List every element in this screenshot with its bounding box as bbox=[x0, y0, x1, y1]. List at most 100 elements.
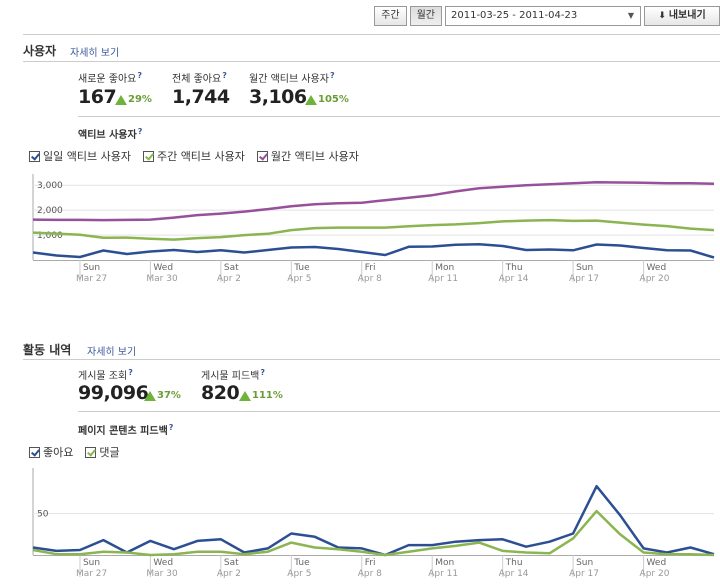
x-tick-date: Apr 14 bbox=[499, 274, 529, 284]
x-tick-day: Tue bbox=[293, 263, 310, 273]
chevron-down-icon: ▼ bbox=[627, 11, 635, 20]
export-label: 내보내기 bbox=[668, 10, 706, 21]
kpi-label-new-likes: 새로운 좋아요? bbox=[78, 70, 143, 85]
x-tick-day: Wed bbox=[153, 263, 173, 273]
kpi-label-post-views: 게시물 조회? bbox=[78, 367, 133, 382]
y-tick-label: 3,000 bbox=[37, 181, 63, 191]
series-line bbox=[32, 509, 715, 557]
x-tick-date: Apr 2 bbox=[217, 274, 241, 284]
x-tick-date: Apr 8 bbox=[358, 569, 382, 579]
x-tick-date: Mar 30 bbox=[146, 569, 178, 579]
up-arrow-icon bbox=[305, 94, 317, 105]
activity-detail-link[interactable]: 자세히 보기 bbox=[87, 347, 137, 358]
series-line bbox=[32, 243, 715, 259]
users-detail-link[interactable]: 자세히 보기 bbox=[70, 48, 120, 59]
x-tick-date: Apr 17 bbox=[569, 274, 599, 284]
divider bbox=[23, 359, 720, 360]
help-icon[interactable]: ? bbox=[329, 70, 335, 80]
x-tick-day: Wed bbox=[647, 263, 667, 273]
toolbar: 주간 월간 2011-03-25 - 2011-04-23 ▼ ⬇ 내보내기 bbox=[371, 5, 720, 27]
divider bbox=[78, 116, 720, 117]
legend-content-feedback: 좋아요 댓글 bbox=[29, 444, 132, 460]
series-line bbox=[32, 218, 715, 241]
x-tick-date: Mar 27 bbox=[76, 274, 107, 284]
help-icon[interactable]: ? bbox=[168, 422, 174, 432]
divider bbox=[23, 61, 720, 62]
download-arrow-icon: ⬇ bbox=[658, 11, 666, 21]
divider bbox=[23, 34, 720, 35]
series-line bbox=[32, 180, 715, 222]
help-icon[interactable]: ? bbox=[137, 126, 143, 136]
kpi-label-monthly-active: 월간 액티브 사용자? bbox=[249, 70, 335, 85]
chart-title-content-feedback: 페이지 콘텐츠 피드백? bbox=[78, 422, 174, 437]
up-arrow-icon bbox=[115, 94, 127, 105]
x-tick-day: Fri bbox=[365, 558, 376, 568]
legend-item-comments[interactable]: 댓글 bbox=[85, 444, 120, 460]
series-line bbox=[32, 484, 715, 557]
kpi-label-post-feedback: 게시물 피드백? bbox=[201, 367, 266, 382]
divider bbox=[78, 411, 720, 412]
legend-item-monthly[interactable]: 월간 액티브 사용자 bbox=[256, 148, 359, 164]
legend-item-daily[interactable]: 일일 액티브 사용자 bbox=[29, 148, 131, 164]
x-tick-day: Fri bbox=[365, 263, 376, 273]
x-tick-day: Thu bbox=[505, 558, 523, 568]
checkbox-icon[interactable] bbox=[29, 150, 40, 162]
kpi-value-total-likes: 1,744 bbox=[172, 86, 230, 108]
kpi-value-monthly-active: 3,106 bbox=[249, 86, 307, 108]
kpi-label-total-likes: 전체 좋아요? bbox=[172, 70, 227, 85]
x-tick-day: Sun bbox=[576, 263, 593, 273]
x-tick-day: Sat bbox=[224, 263, 239, 273]
x-tick-day: Tue bbox=[293, 558, 310, 568]
date-range-value: 2011-03-25 - 2011-04-23 bbox=[451, 10, 578, 21]
help-icon[interactable]: ? bbox=[222, 70, 227, 80]
checkbox-icon[interactable] bbox=[256, 150, 268, 162]
x-tick-day: Sun bbox=[576, 558, 593, 568]
chart-title-active-users: 액티브 사용자? bbox=[78, 126, 143, 141]
x-tick-date: Mar 30 bbox=[146, 274, 178, 284]
kpi-change-post-feedback: 111% bbox=[239, 390, 283, 401]
x-tick-date: Apr 8 bbox=[358, 274, 382, 284]
kpi-value-post-feedback: 820 bbox=[201, 382, 240, 404]
date-range-select[interactable]: 2011-03-25 - 2011-04-23 ▼ bbox=[445, 6, 641, 26]
kpi-value-new-likes: 167 bbox=[78, 86, 117, 108]
checkbox-icon[interactable] bbox=[142, 150, 154, 162]
up-arrow-icon bbox=[239, 390, 251, 401]
x-tick-date: Apr 20 bbox=[640, 274, 670, 284]
kpi-change-monthly-active: 105% bbox=[305, 94, 349, 105]
x-tick-date: Mar 27 bbox=[76, 569, 107, 579]
x-tick-day: Sat bbox=[224, 558, 239, 568]
kpi-change-new-likes: 29% bbox=[115, 94, 152, 105]
x-tick-day: Sun bbox=[83, 558, 100, 568]
kpi-value-post-views: 99,096 bbox=[78, 382, 149, 404]
legend-item-weekly[interactable]: 주간 액티브 사용자 bbox=[142, 148, 245, 164]
x-tick-date: Apr 5 bbox=[287, 569, 311, 579]
x-tick-date: Apr 17 bbox=[569, 569, 599, 579]
help-icon[interactable]: ? bbox=[128, 367, 133, 377]
users-section-title: 사용자 bbox=[23, 44, 57, 58]
kpi-change-post-views: 37% bbox=[144, 390, 181, 401]
x-tick-date: Apr 20 bbox=[640, 569, 670, 579]
help-icon[interactable]: ? bbox=[137, 70, 143, 80]
checkbox-icon[interactable] bbox=[85, 446, 97, 458]
x-tick-date: Apr 5 bbox=[287, 274, 311, 284]
legend-item-likes[interactable]: 좋아요 bbox=[29, 444, 73, 460]
legend-active-users: 일일 액티브 사용자 주간 액티브 사용자 월간 액티브 사용자 bbox=[29, 148, 371, 164]
x-tick-day: Wed bbox=[153, 558, 173, 568]
x-tick-date: Apr 11 bbox=[428, 274, 458, 284]
help-icon[interactable]: ? bbox=[260, 367, 266, 377]
x-tick-date: Apr 11 bbox=[428, 569, 458, 579]
export-button[interactable]: ⬇ 내보내기 bbox=[644, 6, 720, 26]
x-tick-day: Thu bbox=[505, 263, 523, 273]
week-button[interactable]: 주간 bbox=[374, 6, 407, 26]
up-arrow-icon bbox=[144, 390, 156, 401]
y-tick-label: 1,000 bbox=[37, 231, 63, 241]
checkbox-icon[interactable] bbox=[29, 446, 40, 458]
x-tick-date: Apr 2 bbox=[217, 569, 241, 579]
x-tick-day: Wed bbox=[647, 558, 667, 568]
x-tick-day: Mon bbox=[435, 558, 454, 568]
activity-section-title: 활동 내역 bbox=[23, 343, 72, 357]
month-button[interactable]: 월간 bbox=[409, 6, 442, 26]
y-tick-label: 2,000 bbox=[37, 206, 63, 216]
